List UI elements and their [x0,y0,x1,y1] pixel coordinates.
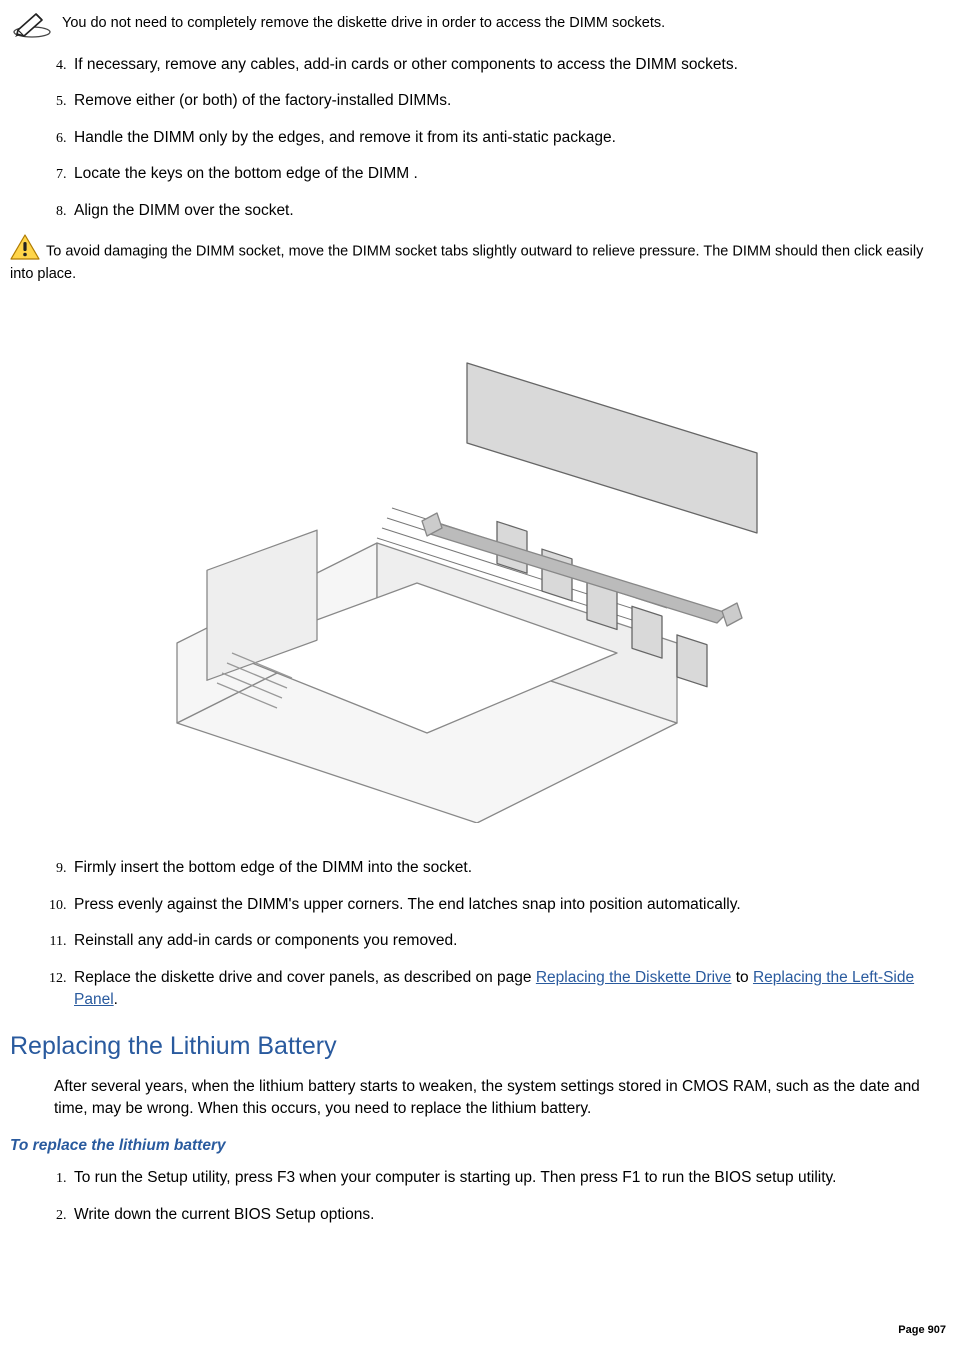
list-item: Press evenly against the DIMM's upper co… [70,894,944,916]
list-item: Reinstall any add-in cards or components… [70,930,944,952]
note-block: You do not need to completely remove the… [10,10,944,38]
step12-post: . [114,991,118,1008]
caution-triangle-icon [10,234,40,260]
steps-list-1: If necessary, remove any cables, add-in … [10,54,944,222]
procedure-subheading: To replace the lithium battery [10,1135,944,1157]
dimm-figure-svg [117,303,837,823]
link-replacing-diskette-drive[interactable]: Replacing the Diskette Drive [536,969,732,986]
page-number: Page 907 [898,1323,946,1339]
list-item: Locate the keys on the bottom edge of th… [70,163,944,185]
list-item: To run the Setup utility, press F3 when … [70,1167,944,1189]
caution-text: To avoid damaging the DIMM socket, move … [10,244,923,282]
steps-list-2: Firmly insert the bottom edge of the DIM… [10,857,944,1011]
list-item: Remove either (or both) of the factory-i… [70,90,944,112]
note-text: You do not need to completely remove the… [62,13,665,34]
caution-block: To avoid damaging the DIMM socket, move … [10,236,944,286]
section-intro: After several years, when the lithium ba… [54,1076,944,1121]
list-item: Align the DIMM over the socket. [70,200,944,222]
list-item: Firmly insert the bottom edge of the DIM… [70,857,944,879]
list-item: Handle the DIMM only by the edges, and r… [70,127,944,149]
list-item: Write down the current BIOS Setup option… [70,1204,944,1226]
step12-mid: to [731,969,753,986]
list-item: If necessary, remove any cables, add-in … [70,54,944,76]
pencil-note-icon [10,10,54,38]
step12-pre: Replace the diskette drive and cover pan… [74,969,536,986]
dimm-install-figure [10,303,944,830]
steps-list-3: To run the Setup utility, press F3 when … [10,1167,944,1226]
list-item: Replace the diskette drive and cover pan… [70,967,944,1012]
section-heading: Replacing the Lithium Battery [10,1028,944,1064]
